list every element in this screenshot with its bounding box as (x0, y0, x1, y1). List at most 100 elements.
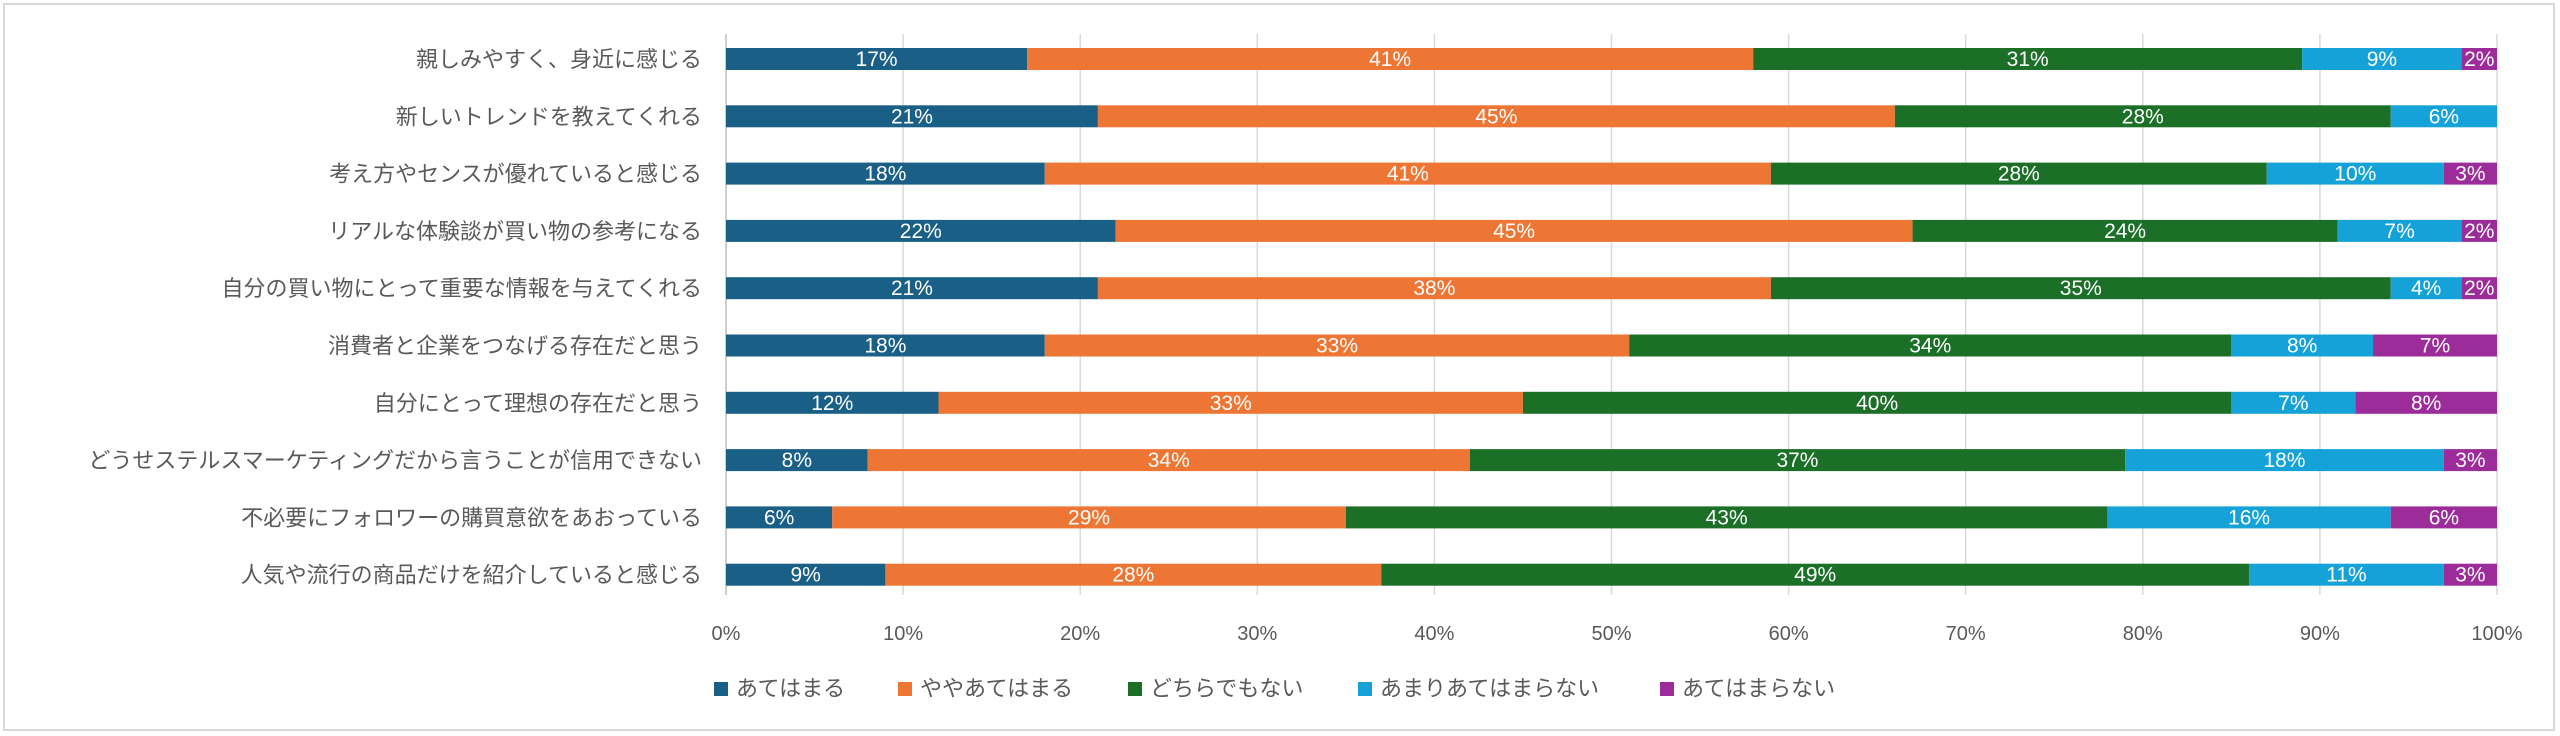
category-label: リアルな体験談が買い物の参考になる (328, 220, 702, 245)
segment-labels: 17% 41% 31% 9% 2% 21% 45% 28% 6% 18% 41% 28% 10% 3% 22… (764, 48, 2495, 587)
data-label: 2% (2464, 48, 2494, 71)
data-label: 8% (2411, 392, 2441, 415)
bar-segment (2337, 219, 2462, 242)
legend-label: ややあてはまる (920, 677, 1073, 702)
data-label: 41% (1387, 163, 1429, 186)
data-label: 34% (1148, 449, 1190, 472)
bar-segment (2443, 449, 2497, 472)
data-label: 6% (764, 506, 794, 529)
data-label: 22% (900, 220, 942, 243)
bar-segment (2443, 162, 2497, 185)
data-label: 18% (2263, 449, 2305, 472)
legend-label: あてはまらない (1682, 677, 1835, 702)
category-label: 自分の買い物にとって重要な情報を与えてくれる (222, 277, 702, 302)
legend-swatch (898, 682, 912, 696)
data-label: 43% (1706, 506, 1748, 529)
bar-segment (1912, 219, 2338, 242)
x-tick-label: 20% (1060, 623, 1100, 645)
x-tick-label: 40% (1414, 623, 1454, 645)
data-label: 41% (1369, 48, 1411, 71)
bar-segment (2231, 391, 2356, 414)
data-label: 7% (2384, 220, 2414, 243)
data-label: 2% (2464, 220, 2494, 243)
bar-segment (867, 449, 1470, 472)
legend-swatch (1660, 682, 1674, 696)
data-label: 6% (2429, 105, 2459, 128)
bar-segment (2461, 219, 2497, 242)
bar-segment (2107, 506, 2391, 529)
x-tick-label: 50% (1591, 623, 1631, 645)
data-label: 45% (1475, 105, 1517, 128)
bar-segment (2231, 334, 2374, 357)
x-tick-label: 70% (1946, 623, 1986, 645)
bar-segment (1770, 277, 2391, 300)
bar-segment (2461, 277, 2497, 300)
data-label: 3% (2455, 564, 2485, 587)
bar-segment (1097, 105, 1895, 128)
x-tick-label: 90% (2300, 623, 2340, 645)
data-label: 28% (2122, 105, 2164, 128)
bar-segment (726, 277, 1098, 300)
x-tick-label: 30% (1237, 623, 1277, 645)
bar-segment (1770, 162, 2267, 185)
data-label: 37% (1776, 449, 1818, 472)
bar-segment (2390, 277, 2462, 300)
data-label: 16% (2228, 506, 2270, 529)
data-label: 29% (1068, 506, 1110, 529)
x-tick-label: 60% (1769, 623, 1809, 645)
data-label: 28% (1112, 564, 1154, 587)
bar-segment (726, 162, 1045, 185)
data-label: 24% (2104, 220, 2146, 243)
data-label: 40% (1856, 392, 1898, 415)
data-label: 33% (1316, 335, 1358, 358)
data-label: 3% (2455, 163, 2485, 186)
data-label: 17% (856, 48, 898, 71)
x-tick-label: 80% (2123, 623, 2163, 645)
data-label: 35% (2060, 277, 2102, 300)
bar-segment (1894, 105, 2391, 128)
bar-segment (726, 449, 868, 472)
category-label: 消費者と企業をつなげる存在だと思う (328, 335, 702, 360)
bar-segment (1469, 449, 2126, 472)
bar-segment (726, 506, 833, 529)
data-label: 38% (1413, 277, 1455, 300)
legend-label: あてはまる (736, 677, 845, 702)
category-labels: 親しみやすく、身近に感じる新しいトレンドを教えてくれる考え方やセンスが優れている… (88, 48, 702, 589)
x-tick-label: 100% (2471, 623, 2522, 645)
bar-segment (2266, 162, 2444, 185)
bar-segment (726, 563, 886, 586)
data-label: 10% (2334, 163, 2376, 186)
data-label: 33% (1210, 392, 1252, 415)
bar-segment (2390, 105, 2497, 128)
bar-segment (1044, 162, 1771, 185)
bar-segment (726, 334, 1045, 357)
bar-segment (2302, 48, 2462, 70)
bar-segment (1027, 48, 1754, 70)
data-label: 21% (891, 105, 933, 128)
data-label: 8% (782, 449, 812, 472)
category-label: 不必要にフォロワーの購買意欲をあおっている (241, 506, 702, 531)
bar-segment (2125, 449, 2444, 472)
bar-segment (832, 506, 1346, 529)
bar-segment (726, 48, 1028, 70)
data-label: 31% (2007, 48, 2049, 71)
bar-segment (1753, 48, 2303, 70)
bar-segments (726, 48, 2497, 586)
x-tick-label: 0% (712, 623, 741, 645)
x-axis-ticks: 0% 10% 20% 30% 40% 50% 60% 70% 80% 90% 100% (712, 623, 2523, 645)
data-label: 7% (2278, 392, 2308, 415)
bar-segment (885, 563, 1382, 586)
data-label: 2% (2464, 277, 2494, 300)
data-label: 12% (811, 392, 853, 415)
data-label: 18% (864, 335, 906, 358)
legend-label: どちらでもない (1150, 677, 1303, 702)
data-label: 9% (791, 564, 821, 587)
data-label: 21% (891, 277, 933, 300)
data-label: 34% (1909, 335, 1951, 358)
bar-segment (2461, 48, 2497, 70)
bar-segment (2373, 334, 2497, 357)
category-label: どうせステルスマーケティングだから言うことが信用できない (88, 449, 702, 474)
bar-segment (1115, 219, 1913, 242)
legend-swatch (1128, 682, 1142, 696)
